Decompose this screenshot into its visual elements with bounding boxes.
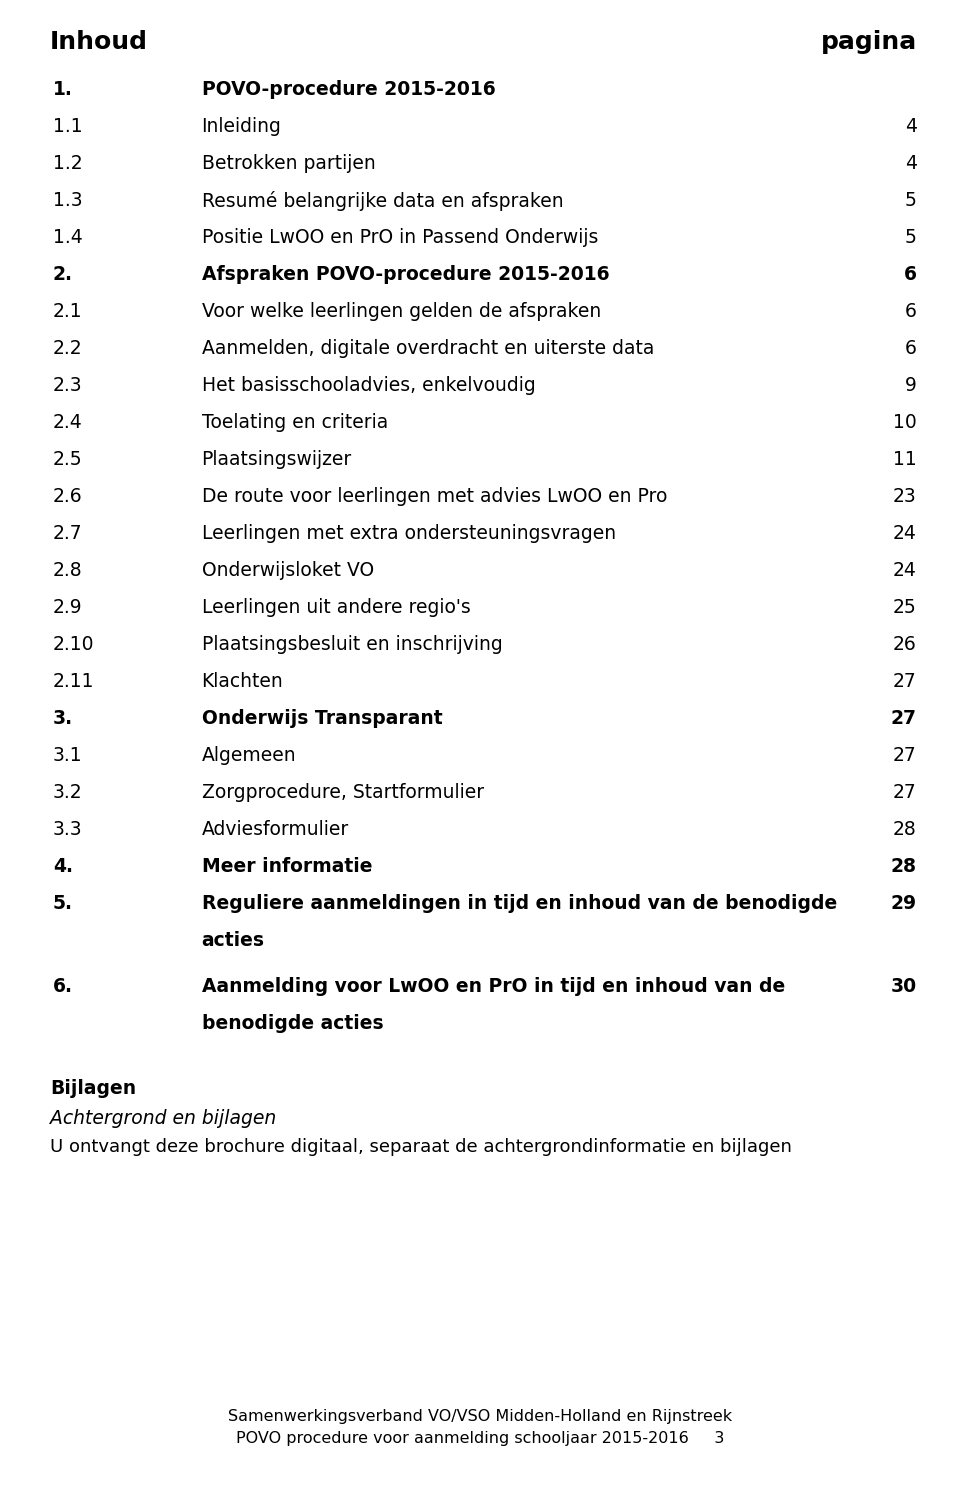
Text: 2.8: 2.8 xyxy=(53,561,83,579)
Text: 11: 11 xyxy=(893,450,917,468)
Text: 30: 30 xyxy=(891,977,917,997)
Text: Leerlingen met extra ondersteuningsvragen: Leerlingen met extra ondersteuningsvrage… xyxy=(202,524,615,543)
Text: Aanmelding voor LwOO en PrO in tijd en inhoud van de: Aanmelding voor LwOO en PrO in tijd en i… xyxy=(202,977,785,997)
Text: 3.: 3. xyxy=(53,708,73,728)
Text: 1.4: 1.4 xyxy=(53,228,83,248)
Text: 28: 28 xyxy=(893,820,917,839)
Text: 27: 27 xyxy=(891,708,917,728)
Text: Plaatsingswijzer: Plaatsingswijzer xyxy=(202,450,352,468)
Text: Resumé belangrijke data en afspraken: Resumé belangrijke data en afspraken xyxy=(202,191,564,212)
Text: 1.: 1. xyxy=(53,80,73,99)
Text: Positie LwOO en PrO in Passend Onderwijs: Positie LwOO en PrO in Passend Onderwijs xyxy=(202,228,598,248)
Text: 26: 26 xyxy=(893,635,917,654)
Text: 24: 24 xyxy=(893,561,917,579)
Text: 2.11: 2.11 xyxy=(53,672,94,690)
Text: 2.3: 2.3 xyxy=(53,375,83,395)
Text: benodigde acties: benodigde acties xyxy=(202,1015,383,1033)
Text: 6.: 6. xyxy=(53,977,73,997)
Text: 5: 5 xyxy=(905,191,917,210)
Text: POVO procedure voor aanmelding schooljaar 2015-2016     3: POVO procedure voor aanmelding schooljaa… xyxy=(236,1430,724,1445)
Text: 1.1: 1.1 xyxy=(53,117,83,137)
Text: 1.2: 1.2 xyxy=(53,155,83,173)
Text: Adviesformulier: Adviesformulier xyxy=(202,820,348,839)
Text: 3.2: 3.2 xyxy=(53,784,83,802)
Text: Onderwijs Transparant: Onderwijs Transparant xyxy=(202,708,443,728)
Text: De route voor leerlingen met advies LwOO en Pro: De route voor leerlingen met advies LwOO… xyxy=(202,486,667,506)
Text: Onderwijsloket VO: Onderwijsloket VO xyxy=(202,561,373,579)
Text: 2.1: 2.1 xyxy=(53,302,83,321)
Text: 2.2: 2.2 xyxy=(53,339,83,359)
Text: 5.: 5. xyxy=(53,895,73,913)
Text: Het basisschooladvies, enkelvoudig: Het basisschooladvies, enkelvoudig xyxy=(202,375,536,395)
Text: 6: 6 xyxy=(905,339,917,359)
Text: acties: acties xyxy=(202,931,265,950)
Text: 1.3: 1.3 xyxy=(53,191,83,210)
Text: Toelating en criteria: Toelating en criteria xyxy=(202,413,388,432)
Text: 6: 6 xyxy=(905,302,917,321)
Text: 10: 10 xyxy=(893,413,917,432)
Text: 28: 28 xyxy=(891,857,917,877)
Text: pagina: pagina xyxy=(821,30,917,54)
Text: 3.3: 3.3 xyxy=(53,820,83,839)
Text: 24: 24 xyxy=(893,524,917,543)
Text: Achtergrond en bijlagen: Achtergrond en bijlagen xyxy=(50,1109,276,1127)
Text: 4: 4 xyxy=(904,155,917,173)
Text: Afspraken POVO-procedure 2015-2016: Afspraken POVO-procedure 2015-2016 xyxy=(202,266,610,284)
Text: Klachten: Klachten xyxy=(202,672,283,690)
Text: 27: 27 xyxy=(893,784,917,802)
Text: 23: 23 xyxy=(893,486,917,506)
Text: Plaatsingsbesluit en inschrijving: Plaatsingsbesluit en inschrijving xyxy=(202,635,502,654)
Text: 2.7: 2.7 xyxy=(53,524,83,543)
Text: Samenwerkingsverband VO/VSO Midden-Holland en Rijnstreek: Samenwerkingsverband VO/VSO Midden-Holla… xyxy=(228,1409,732,1424)
Text: 2.5: 2.5 xyxy=(53,450,83,468)
Text: 29: 29 xyxy=(891,895,917,913)
Text: Voor welke leerlingen gelden de afspraken: Voor welke leerlingen gelden de afsprake… xyxy=(202,302,601,321)
Text: Inhoud: Inhoud xyxy=(50,30,148,54)
Text: Meer informatie: Meer informatie xyxy=(202,857,372,877)
Text: 2.6: 2.6 xyxy=(53,486,83,506)
Text: 4: 4 xyxy=(904,117,917,137)
Text: 27: 27 xyxy=(893,672,917,690)
Text: 3.1: 3.1 xyxy=(53,746,83,766)
Text: POVO-procedure 2015-2016: POVO-procedure 2015-2016 xyxy=(202,80,495,99)
Text: 2.9: 2.9 xyxy=(53,597,83,617)
Text: Algemeen: Algemeen xyxy=(202,746,297,766)
Text: 2.4: 2.4 xyxy=(53,413,83,432)
Text: 27: 27 xyxy=(893,746,917,766)
Text: 4.: 4. xyxy=(53,857,73,877)
Text: U ontvangt deze brochure digitaal, separaat de achtergrondinformatie en bijlagen: U ontvangt deze brochure digitaal, separ… xyxy=(50,1138,792,1156)
Text: 2.10: 2.10 xyxy=(53,635,94,654)
Text: 9: 9 xyxy=(905,375,917,395)
Text: Aanmelden, digitale overdracht en uiterste data: Aanmelden, digitale overdracht en uiters… xyxy=(202,339,654,359)
Text: Zorgprocedure, Startformulier: Zorgprocedure, Startformulier xyxy=(202,784,484,802)
Text: Leerlingen uit andere regio's: Leerlingen uit andere regio's xyxy=(202,597,470,617)
Text: Reguliere aanmeldingen in tijd en inhoud van de benodigde: Reguliere aanmeldingen in tijd en inhoud… xyxy=(202,895,837,913)
Text: 5: 5 xyxy=(905,228,917,248)
Text: Inleiding: Inleiding xyxy=(202,117,281,137)
Text: 2.: 2. xyxy=(53,266,73,284)
Text: Bijlagen: Bijlagen xyxy=(50,1079,136,1097)
Text: 25: 25 xyxy=(893,597,917,617)
Text: Betrokken partijen: Betrokken partijen xyxy=(202,155,375,173)
Text: 6: 6 xyxy=(903,266,917,284)
